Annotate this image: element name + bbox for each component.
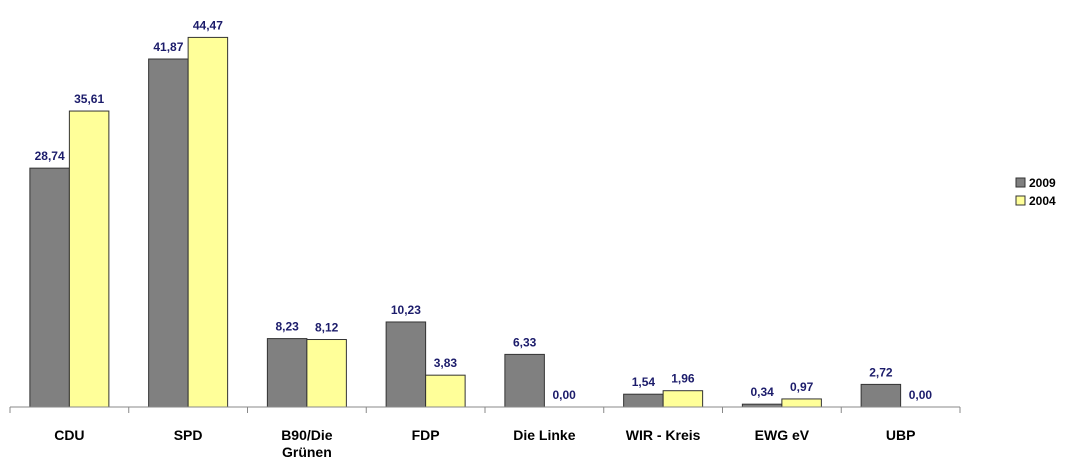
bar — [306, 339, 347, 408]
value-label: 1,54 — [632, 375, 656, 389]
value-label: 8,23 — [275, 320, 299, 334]
x-tick-label: WIR - Kreis — [625, 427, 701, 443]
bar — [781, 398, 822, 408]
legend-label: 2009 — [1029, 176, 1056, 190]
value-label: 41,87 — [153, 40, 183, 54]
value-label: 0,00 — [909, 388, 933, 402]
legend-label: 2004 — [1029, 194, 1056, 208]
x-tick-label: UBP — [885, 427, 916, 443]
value-label: 28,74 — [35, 149, 65, 163]
value-label: 2,72 — [869, 365, 893, 379]
value-label: 6,33 — [513, 335, 537, 349]
bar — [662, 390, 704, 408]
value-label: 35,61 — [74, 92, 104, 106]
x-tick-label: FDP — [411, 427, 440, 443]
bar — [385, 321, 427, 408]
x-tick-label: B90/Die Grünen — [281, 427, 333, 460]
legend-swatch — [1015, 177, 1026, 188]
bar — [29, 167, 70, 408]
bar — [860, 383, 902, 408]
bar — [68, 110, 110, 408]
bar — [187, 36, 229, 408]
bar — [425, 374, 466, 408]
x-tick-label: EWG eV — [754, 427, 810, 443]
bar — [148, 58, 189, 408]
value-label: 3,83 — [434, 356, 458, 370]
x-tick-label: SPD — [173, 427, 203, 443]
value-label: 8,12 — [315, 321, 339, 335]
value-label: 1,96 — [671, 372, 695, 386]
value-label: 0,00 — [552, 388, 576, 402]
x-tick-label: CDU — [54, 427, 85, 443]
legend-swatch — [1015, 195, 1026, 206]
bar — [504, 353, 545, 408]
value-label: 10,23 — [391, 303, 421, 317]
value-label: 0,34 — [750, 385, 774, 399]
value-label: 44,47 — [193, 18, 223, 32]
bar — [623, 393, 664, 408]
value-label: 0,97 — [790, 380, 814, 394]
x-tick-label: Die Linke — [513, 427, 576, 443]
bar — [266, 338, 308, 408]
